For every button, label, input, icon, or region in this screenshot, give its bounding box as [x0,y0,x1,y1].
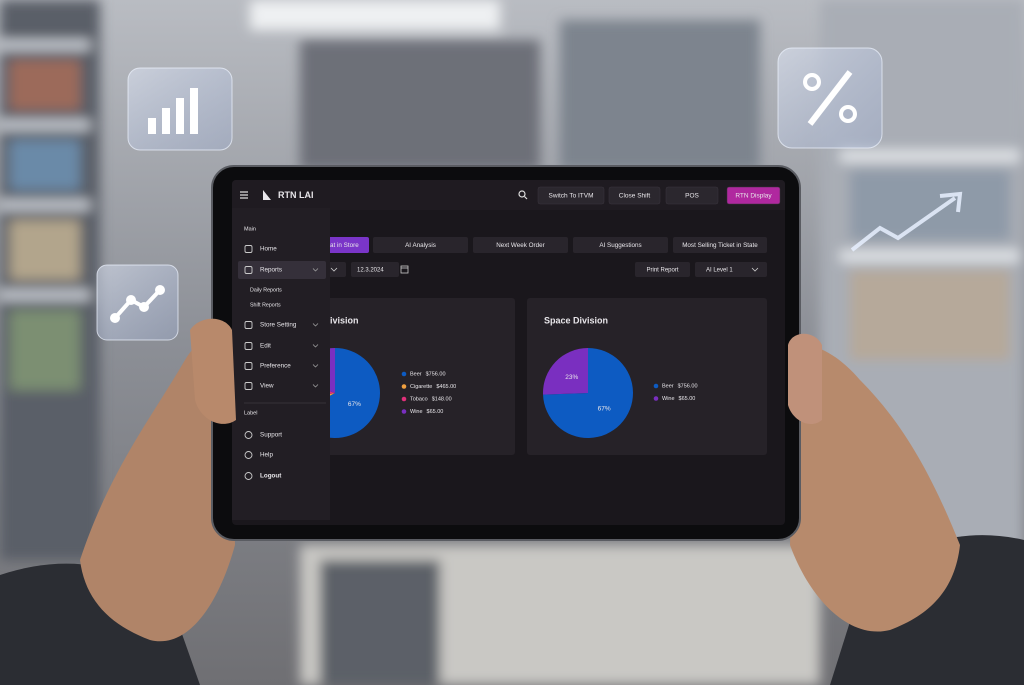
legend-amount: $465.00 [436,384,456,390]
legend-amount: $65.00 [427,409,444,415]
item-icon [244,451,253,459]
bar-chart-icon [127,67,233,151]
legend-amount: $148.00 [432,396,452,402]
item-icon [244,382,253,390]
sidebar-item[interactable]: Logout [260,473,282,480]
legend-amount: $756.00 [426,371,446,377]
slice-label: 67% [598,405,611,412]
item-icon [244,472,253,480]
legend-amount: $65.00 [679,396,696,402]
tab-label: AI Analysis [405,242,436,249]
legend-name: Beer [662,383,674,389]
dashboard: RTN LAI Switch To ITVM Close Shift POS RTN … [232,180,785,520]
sidebar-item[interactable]: Support [260,432,282,439]
slice-label: 67% [348,401,361,408]
item-icon [244,342,253,350]
right-hand [790,345,960,632]
sidebar-item[interactable]: View [260,383,274,390]
legend-dot [401,396,407,402]
header-button-label: Close Shift [619,193,651,200]
item-icon [244,362,253,370]
legend-dot [653,383,659,389]
search-icon[interactable] [518,190,528,200]
growth-arrow [850,191,963,252]
legend-name: Tobaco [410,396,428,402]
header-button[interactable] [608,186,661,205]
legend-name: Wine [662,396,675,402]
chevron [312,384,319,388]
header-button[interactable] [726,186,781,205]
tab[interactable] [373,237,468,253]
chevron [312,364,319,368]
date-text: 12.3.2024 [357,268,384,274]
tab[interactable] [673,237,767,253]
active-item [238,261,326,279]
sidebar [232,208,330,520]
header-button-label: Switch To ITVM [548,193,593,200]
chevron [312,344,319,348]
calendar-icon[interactable] [400,265,409,274]
legend-name: Wine [410,409,423,415]
chevron [751,267,759,272]
legend-amount: $756.00 [678,383,698,389]
item-icon [244,431,253,439]
header-button[interactable] [537,186,605,205]
tab-label: AI Suggestions [599,242,641,249]
left-thumb [190,318,236,424]
card-title: ivision [330,315,359,325]
menu-icon[interactable] [240,191,248,199]
legend-dot [401,371,407,377]
brand: RTN LAI [278,190,314,200]
sidebar-item[interactable]: Home [260,246,277,253]
tab[interactable] [473,237,568,253]
header-button-label: RTN Display [735,193,772,200]
slice-label: 23% [565,374,578,381]
item-icon [244,266,253,274]
print-text: Print Report [646,268,678,274]
print-button[interactable] [635,262,690,277]
sidebar-item[interactable]: Preference [260,363,291,370]
sidebar-section: Label [244,410,257,416]
legend-dot [401,384,407,389]
legend-name: Cigarette [410,384,432,390]
sidebar-item[interactable]: Help [260,452,273,459]
level-text: AI Level 1 [706,268,733,274]
percent-icon [777,47,883,149]
sidebar-subitem[interactable]: Shift Reports [250,302,281,308]
card-title: Space Division [544,315,608,325]
tab-label: Most Selling Ticket in State [682,242,758,249]
pie-slice [543,348,633,438]
sidebar-item[interactable]: Edit [260,343,271,350]
legend-name: Beer [410,371,422,377]
header-button[interactable] [665,186,719,205]
legend-dot [401,409,407,414]
logo-mark [263,190,271,200]
header-button-label: POS [685,193,699,200]
trend-icon [96,264,179,341]
pie-slice [543,348,588,395]
item-icon [244,245,253,253]
left-hand [80,334,235,642]
tab[interactable] [573,237,668,253]
chevron [312,323,319,327]
legend-dot [653,396,659,401]
tab-label: at in Store [330,242,359,249]
right-thumb [788,333,822,425]
sidebar-subitem[interactable]: Daily Reports [250,287,282,293]
item-icon [244,321,253,329]
sidebar-section: Main [244,226,256,232]
sidebar-item[interactable]: Reports [260,267,282,274]
level-dropdown[interactable] [695,262,767,277]
date-field[interactable] [351,262,399,277]
tab-label: Next Week Order [496,242,545,249]
chevron [312,268,319,272]
sidebar-item[interactable]: Store Setting [260,322,297,329]
